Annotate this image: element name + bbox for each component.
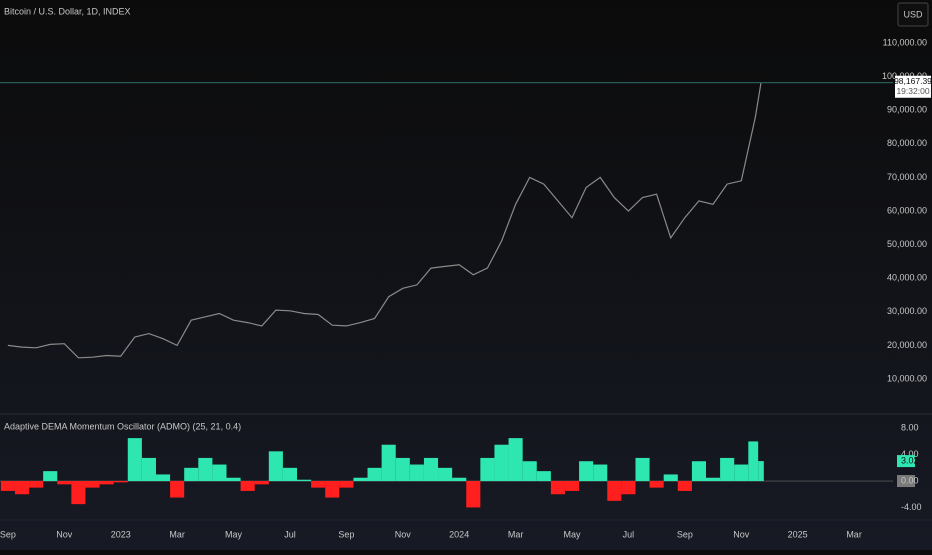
oscillator-bar: [748, 441, 759, 482]
currency-button[interactable]: [897, 2, 929, 27]
chart-title: Bitcoin / U.S. Dollar, 1D, INDEX: [4, 6, 131, 16]
oscillator-bar: [649, 481, 664, 488]
zero-label-box: [897, 475, 915, 488]
oscillator-bar: [381, 444, 396, 482]
oscillator-bar: [720, 457, 735, 482]
oscillator-bar: [170, 481, 185, 498]
oscillator-bar: [282, 467, 298, 482]
oscillator-bar: [677, 481, 692, 491]
oscillator-bar: [734, 464, 749, 482]
x-tick-label: Mar: [508, 529, 524, 539]
oscillator-bar: [423, 457, 439, 482]
oscillator-bar: [29, 481, 44, 488]
oscillator-bar: [395, 457, 410, 482]
oscillator-bar: [212, 464, 227, 482]
x-tick-label: Sep: [338, 529, 354, 539]
oscillator-bar: [85, 481, 100, 488]
oscillator-bar: [297, 479, 312, 482]
oscillator-bar: [494, 444, 509, 482]
y-tick-label: -4.00: [901, 502, 922, 512]
x-tick-label: Sep: [677, 529, 693, 539]
x-tick-label: Nov: [56, 529, 73, 539]
y-tick-label: 20,000.00: [887, 340, 927, 350]
oscillator-bar: [57, 481, 72, 485]
oscillator-bar: [705, 477, 721, 482]
x-tick-label: Nov: [395, 529, 412, 539]
y-tick-label: 30,000.00: [887, 306, 927, 316]
oscillator-bar: [240, 481, 255, 491]
y-tick-label: 8.00: [901, 423, 919, 433]
oscillator-bar: [480, 457, 495, 482]
indicator-title: Adaptive DEMA Momentum Oscillator (ADMO)…: [4, 421, 241, 431]
y-tick-label: 60,000.00: [887, 205, 927, 215]
y-tick-label: 80,000.00: [887, 138, 927, 148]
oscillator-bar: [564, 481, 580, 491]
oscillator-bar: [691, 461, 706, 482]
oscillator-bar: [353, 477, 368, 482]
y-tick-label: 70,000.00: [887, 172, 927, 182]
oscillator-bar: [663, 474, 678, 482]
x-tick-label: Nov: [733, 529, 750, 539]
x-tick-label: 2025: [788, 529, 808, 539]
x-tick-label: Sep: [0, 529, 16, 539]
oscillator-bar: [758, 461, 764, 482]
oscillator-bar: [607, 481, 622, 501]
oscillator-bar: [127, 438, 142, 482]
oscillator-bar: [593, 464, 608, 482]
oscillator-bar: [550, 481, 565, 495]
oscillator-bar: [522, 461, 537, 482]
oscillator-bar: [452, 477, 467, 482]
oscillator-bar: [311, 481, 326, 488]
y-tick-label: 10,000.00: [887, 373, 927, 383]
oscillator-bar: [635, 457, 650, 482]
oscillator-bar: [438, 467, 453, 482]
y-tick-label: 110,000.00: [883, 37, 927, 47]
x-tick-label: 2023: [111, 529, 131, 539]
y-tick-label: 50,000.00: [887, 239, 927, 249]
oscillator-bar: [579, 461, 594, 482]
x-tick-label: Jul: [623, 529, 635, 539]
oscillator-bar: [325, 481, 340, 498]
oscillator-bar: [621, 481, 636, 495]
oscillator-bar: [268, 451, 283, 482]
oscillator-bar: [99, 481, 114, 485]
oscillator-bar: [43, 471, 58, 482]
x-tick-label: May: [564, 529, 582, 539]
oscillator-bar: [466, 481, 481, 508]
x-tick-label: May: [225, 529, 243, 539]
oscillator-bar: [339, 481, 354, 488]
price-label-box: [895, 75, 931, 98]
oscillator-bar: [71, 481, 86, 505]
x-tick-label: Jul: [284, 529, 296, 539]
oscillator-bar: [508, 438, 523, 482]
oscillator-bar: [0, 481, 15, 491]
oscillator-bar: [155, 474, 171, 482]
oscillator-bar: [184, 467, 199, 482]
price-line: [7, 82, 762, 359]
oscillator-bar: [226, 477, 241, 482]
last-value-label: 3.02: [901, 455, 919, 465]
y-tick-label: 90,000.00: [887, 105, 927, 115]
y-tick-label: 4.00: [901, 449, 919, 459]
oscillator-bar: [254, 481, 269, 485]
oscillator-bar: [198, 457, 213, 482]
currency-label[interactable]: USD: [903, 9, 923, 19]
oscillator-bar: [14, 481, 30, 495]
last-value-box: [897, 455, 915, 468]
oscillator-bar: [536, 471, 551, 482]
countdown-label: 19:32:00: [896, 86, 929, 96]
x-tick-label: 2024: [449, 529, 469, 539]
x-tick-label: Mar: [846, 529, 862, 539]
price-label: 98,167.39: [894, 76, 932, 86]
y-tick-label: 40,000.00: [887, 273, 927, 283]
oscillator-bar: [367, 467, 382, 482]
oscillator-bar: [409, 464, 424, 482]
oscillator-bar: [113, 481, 128, 483]
y-tick-label: 0.00: [901, 475, 919, 485]
oscillator-bar: [141, 457, 156, 482]
x-tick-label: Mar: [169, 529, 185, 539]
